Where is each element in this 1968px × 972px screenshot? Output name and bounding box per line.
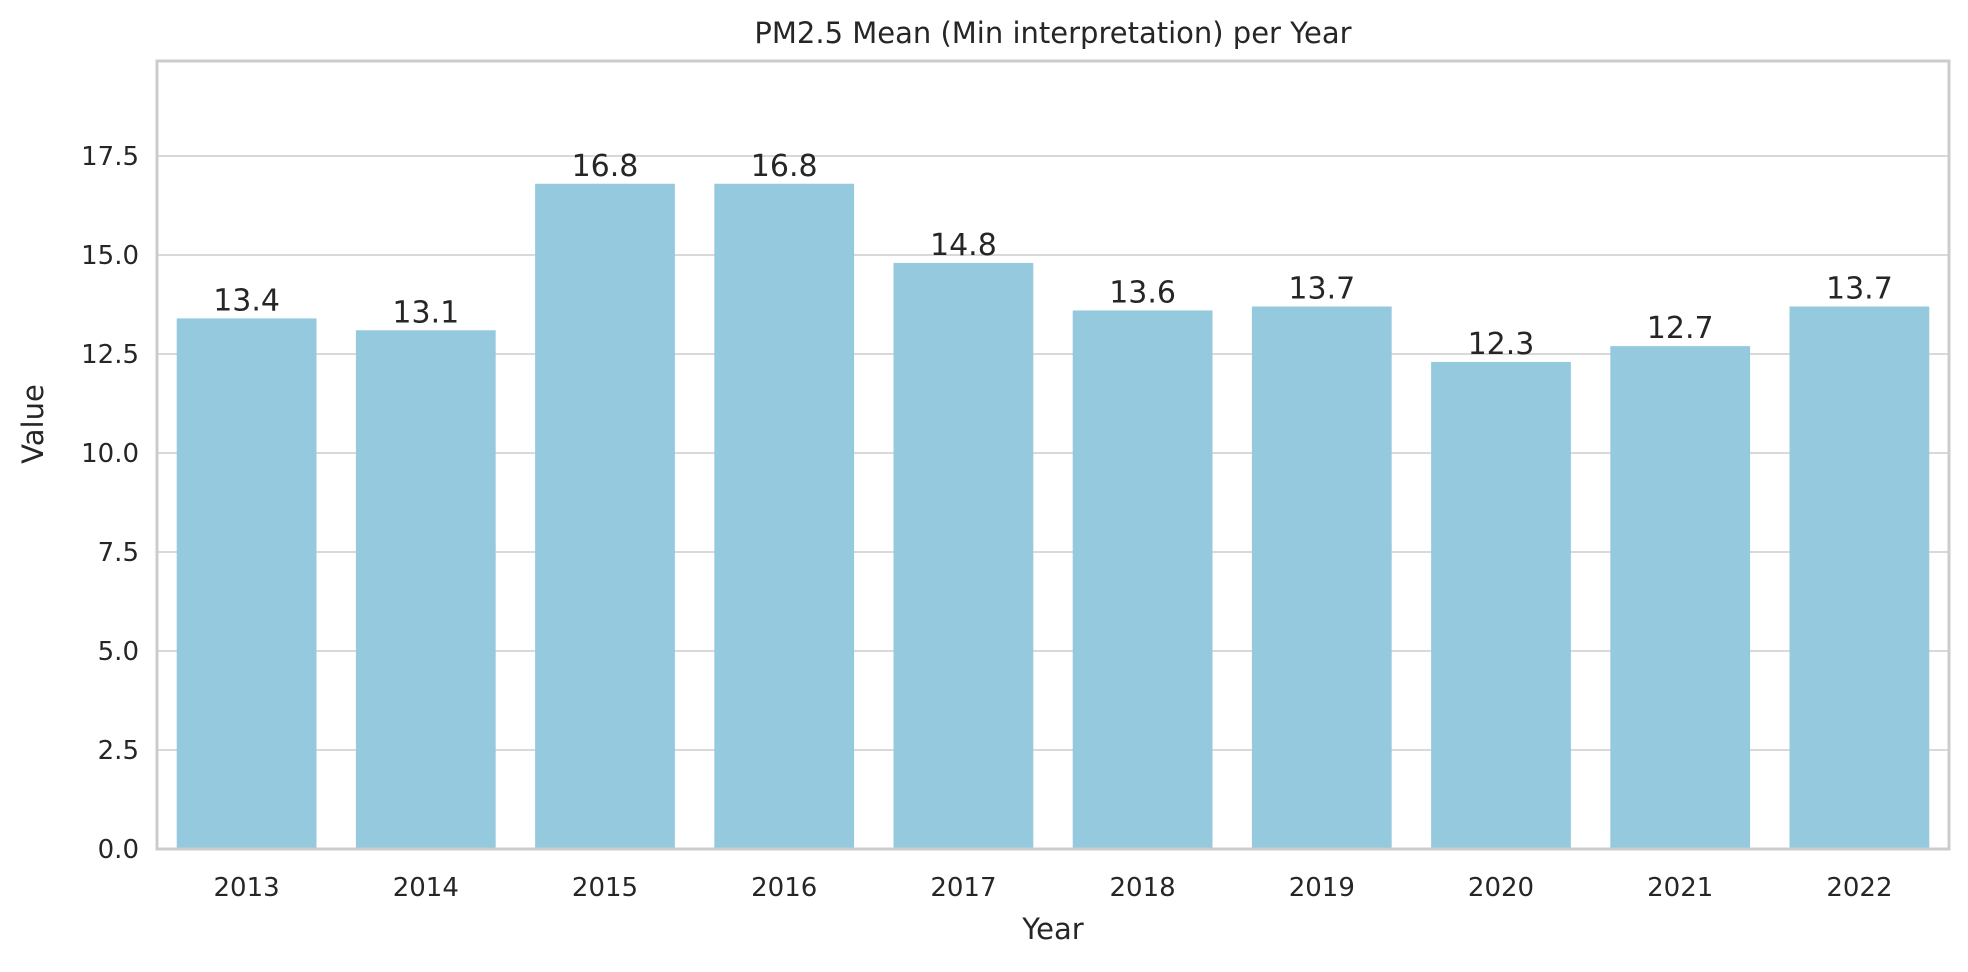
y-tick-label: 17.5 — [81, 142, 139, 172]
x-tick-label: 2021 — [1647, 873, 1713, 903]
x-tick-label: 2015 — [572, 873, 638, 903]
data-label: 14.8 — [930, 228, 997, 263]
axes-layer — [155, 59, 1951, 851]
data-label: 13.4 — [213, 283, 280, 318]
y-tick-label: 0.0 — [98, 835, 139, 865]
x-tick-label: 2013 — [214, 873, 280, 903]
x-tick-label: 2019 — [1289, 873, 1355, 903]
x-tick-label: 2016 — [751, 873, 817, 903]
x-tick-label: 2020 — [1468, 873, 1534, 903]
labels-layer: 0.0 2.5 5.0 7.5 10.0 12.5 15.0 17.5 13.4 2013 13.1… — [81, 142, 1893, 903]
bar — [1072, 310, 1213, 849]
bars-layer — [176, 183, 1930, 850]
y-tick-label: 5.0 — [98, 637, 139, 667]
data-label: 13.1 — [392, 295, 459, 330]
data-label: 13.6 — [1109, 275, 1176, 310]
y-tick-label: 15.0 — [81, 241, 139, 271]
data-label: 13.7 — [1288, 272, 1355, 307]
y-tick-label: 2.5 — [98, 736, 139, 766]
y-axis-label: Value — [16, 384, 50, 464]
data-label: 13.7 — [1826, 272, 1893, 307]
data-label: 12.3 — [1468, 327, 1535, 362]
bar — [1251, 306, 1392, 849]
data-label: 16.8 — [572, 149, 639, 184]
x-axis-label: Year — [1021, 912, 1083, 946]
x-tick-label: 2014 — [393, 873, 459, 903]
x-tick-label: 2018 — [1110, 873, 1176, 903]
bar — [176, 318, 317, 849]
data-label: 16.8 — [751, 149, 818, 184]
x-tick-label: 2017 — [930, 873, 996, 903]
bar — [1431, 361, 1571, 849]
y-tick-label: 7.5 — [98, 538, 139, 568]
bar — [1789, 306, 1930, 849]
y-tick-label: 10.0 — [81, 439, 139, 469]
bar — [535, 183, 675, 849]
bar — [714, 183, 855, 849]
y-tick-label: 12.5 — [81, 340, 139, 370]
chart-title: PM2.5 Mean (Min interpretation) per Year — [754, 16, 1351, 50]
data-label: 12.7 — [1647, 311, 1714, 346]
bar — [893, 262, 1034, 850]
bar — [355, 330, 496, 849]
plot-frame — [155, 59, 1951, 851]
x-tick-label: 2022 — [1826, 873, 1892, 903]
bar — [1610, 346, 1751, 849]
